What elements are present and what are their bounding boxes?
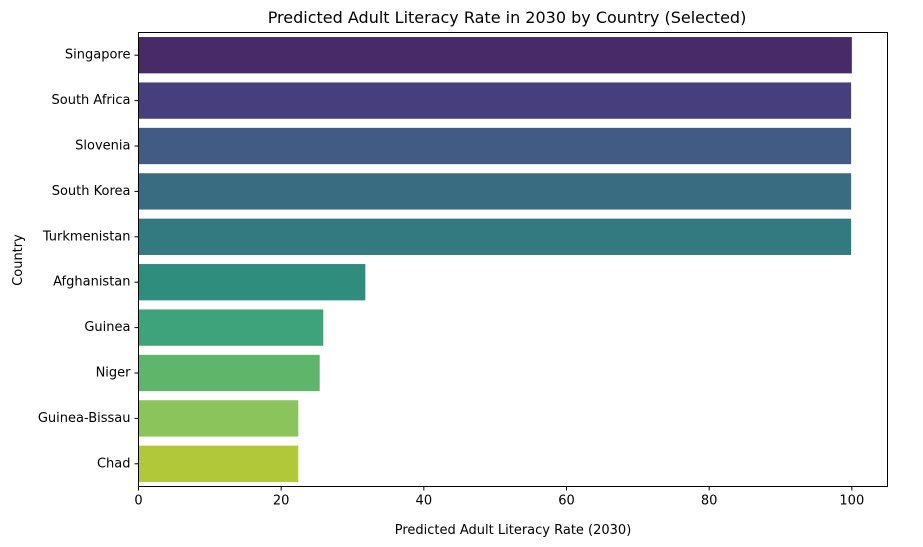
x-axis-label: Predicted Adult Literacy Rate (2030) [395,523,632,538]
y-tick-label-slovenia: Slovenia [75,139,130,154]
y-tick-label-afghanistan: Afghanistan [53,275,130,290]
bar-turkmenistan [138,218,852,255]
bar-guinea-bissau [138,400,299,437]
x-tick-label-80: 80 [701,494,718,509]
y-tick-label-south-korea: South Korea [52,184,131,199]
x-tick-label-100: 100 [839,494,864,509]
y-tick-label-turkmenistan: Turkmenistan [42,229,131,244]
bar-guinea [138,309,324,346]
bars-group [138,37,852,482]
x-tick-label-60: 60 [558,494,575,509]
bar-chad [138,445,299,482]
bar-niger [138,354,320,392]
bar-singapore [138,37,852,74]
bar-afghanistan [138,264,366,301]
x-tick-label-0: 0 [134,494,142,509]
y-tick-label-guinea: Guinea [84,320,130,335]
y-tick-label-south-africa: South Africa [52,93,131,108]
bar-south-africa [138,82,852,119]
y-axis-label: Country [11,234,26,286]
bar-slovenia [138,127,852,165]
y-axis-ticks: Singapore South Africa Slovenia South Korea… [38,48,139,471]
x-tick-label-20: 20 [273,494,290,509]
y-tick-label-guinea-bissau: Guinea-Bissau [38,411,131,426]
y-tick-label-singapore: Singapore [65,48,131,63]
chart-title: Predicted Adult Literacy Rate in 2030 by… [268,8,747,27]
plot-frame [138,32,888,487]
y-tick-label-chad: Chad [97,456,131,471]
y-tick-label-niger: Niger [96,366,132,381]
bar-south-korea [138,173,852,210]
x-axis-ticks: 0 20 40 60 80 100 [134,486,864,509]
x-tick-label-40: 40 [416,494,433,509]
